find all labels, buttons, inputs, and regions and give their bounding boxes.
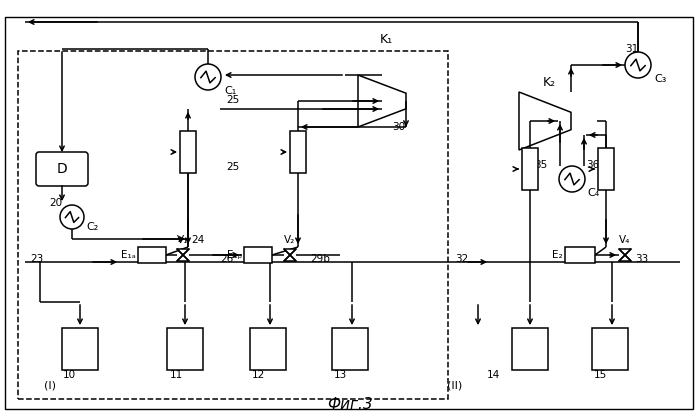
Text: 15: 15 [594,370,608,380]
Bar [598,148,614,190]
Bar [62,328,98,370]
Bar [290,131,306,173]
Bar [250,328,286,370]
Bar [138,247,166,263]
Bar [18,51,448,399]
Text: C₂: C₂ [86,222,98,232]
Text: 33: 33 [635,254,648,264]
Text: 14: 14 [487,370,500,380]
Text: D: D [57,162,67,176]
Text: C₃: C₃ [654,74,666,84]
Text: 30: 30 [392,122,405,132]
Text: (II): (II) [447,380,463,390]
Text: 12: 12 [252,370,265,380]
Text: 24: 24 [191,235,204,245]
Text: 10: 10 [63,370,76,380]
Text: C₄: C₄ [587,188,599,198]
Text: 23: 23 [30,254,43,264]
Bar [512,328,548,370]
Bar [592,328,628,370]
Text: 35: 35 [533,160,547,170]
Text: K₂: K₂ [543,76,556,89]
Text: 25: 25 [226,95,239,105]
Bar [244,247,272,263]
Bar [180,131,196,173]
Bar [565,247,595,263]
Text: Фиг.3: Фиг.3 [327,397,373,412]
FancyBboxPatch shape [36,152,88,186]
Polygon shape [284,249,296,261]
Text: K₁: K₁ [380,33,393,46]
Text: 32: 32 [455,254,468,264]
Polygon shape [177,249,189,261]
Text: (I): (I) [44,380,56,390]
Bar [167,328,203,370]
Text: V₁: V₁ [177,235,189,245]
Text: E₁ᵦ: E₁ᵦ [227,250,242,260]
Bar [332,328,368,370]
Polygon shape [619,249,631,261]
Text: E₂: E₂ [552,250,563,260]
Text: V₄: V₄ [620,235,631,245]
Text: 36: 36 [586,160,599,170]
Text: V₂: V₂ [284,235,295,245]
Text: 13: 13 [334,370,347,380]
Text: C₁: C₁ [224,86,237,96]
Text: E₁ₐ: E₁ₐ [121,250,136,260]
Text: 20: 20 [49,198,62,208]
Bar [522,148,538,190]
Text: 26: 26 [220,254,233,264]
Text: 29b: 29b [310,254,330,264]
Text: 31: 31 [625,44,638,54]
Text: 25: 25 [226,162,239,172]
Text: 11: 11 [170,370,183,380]
